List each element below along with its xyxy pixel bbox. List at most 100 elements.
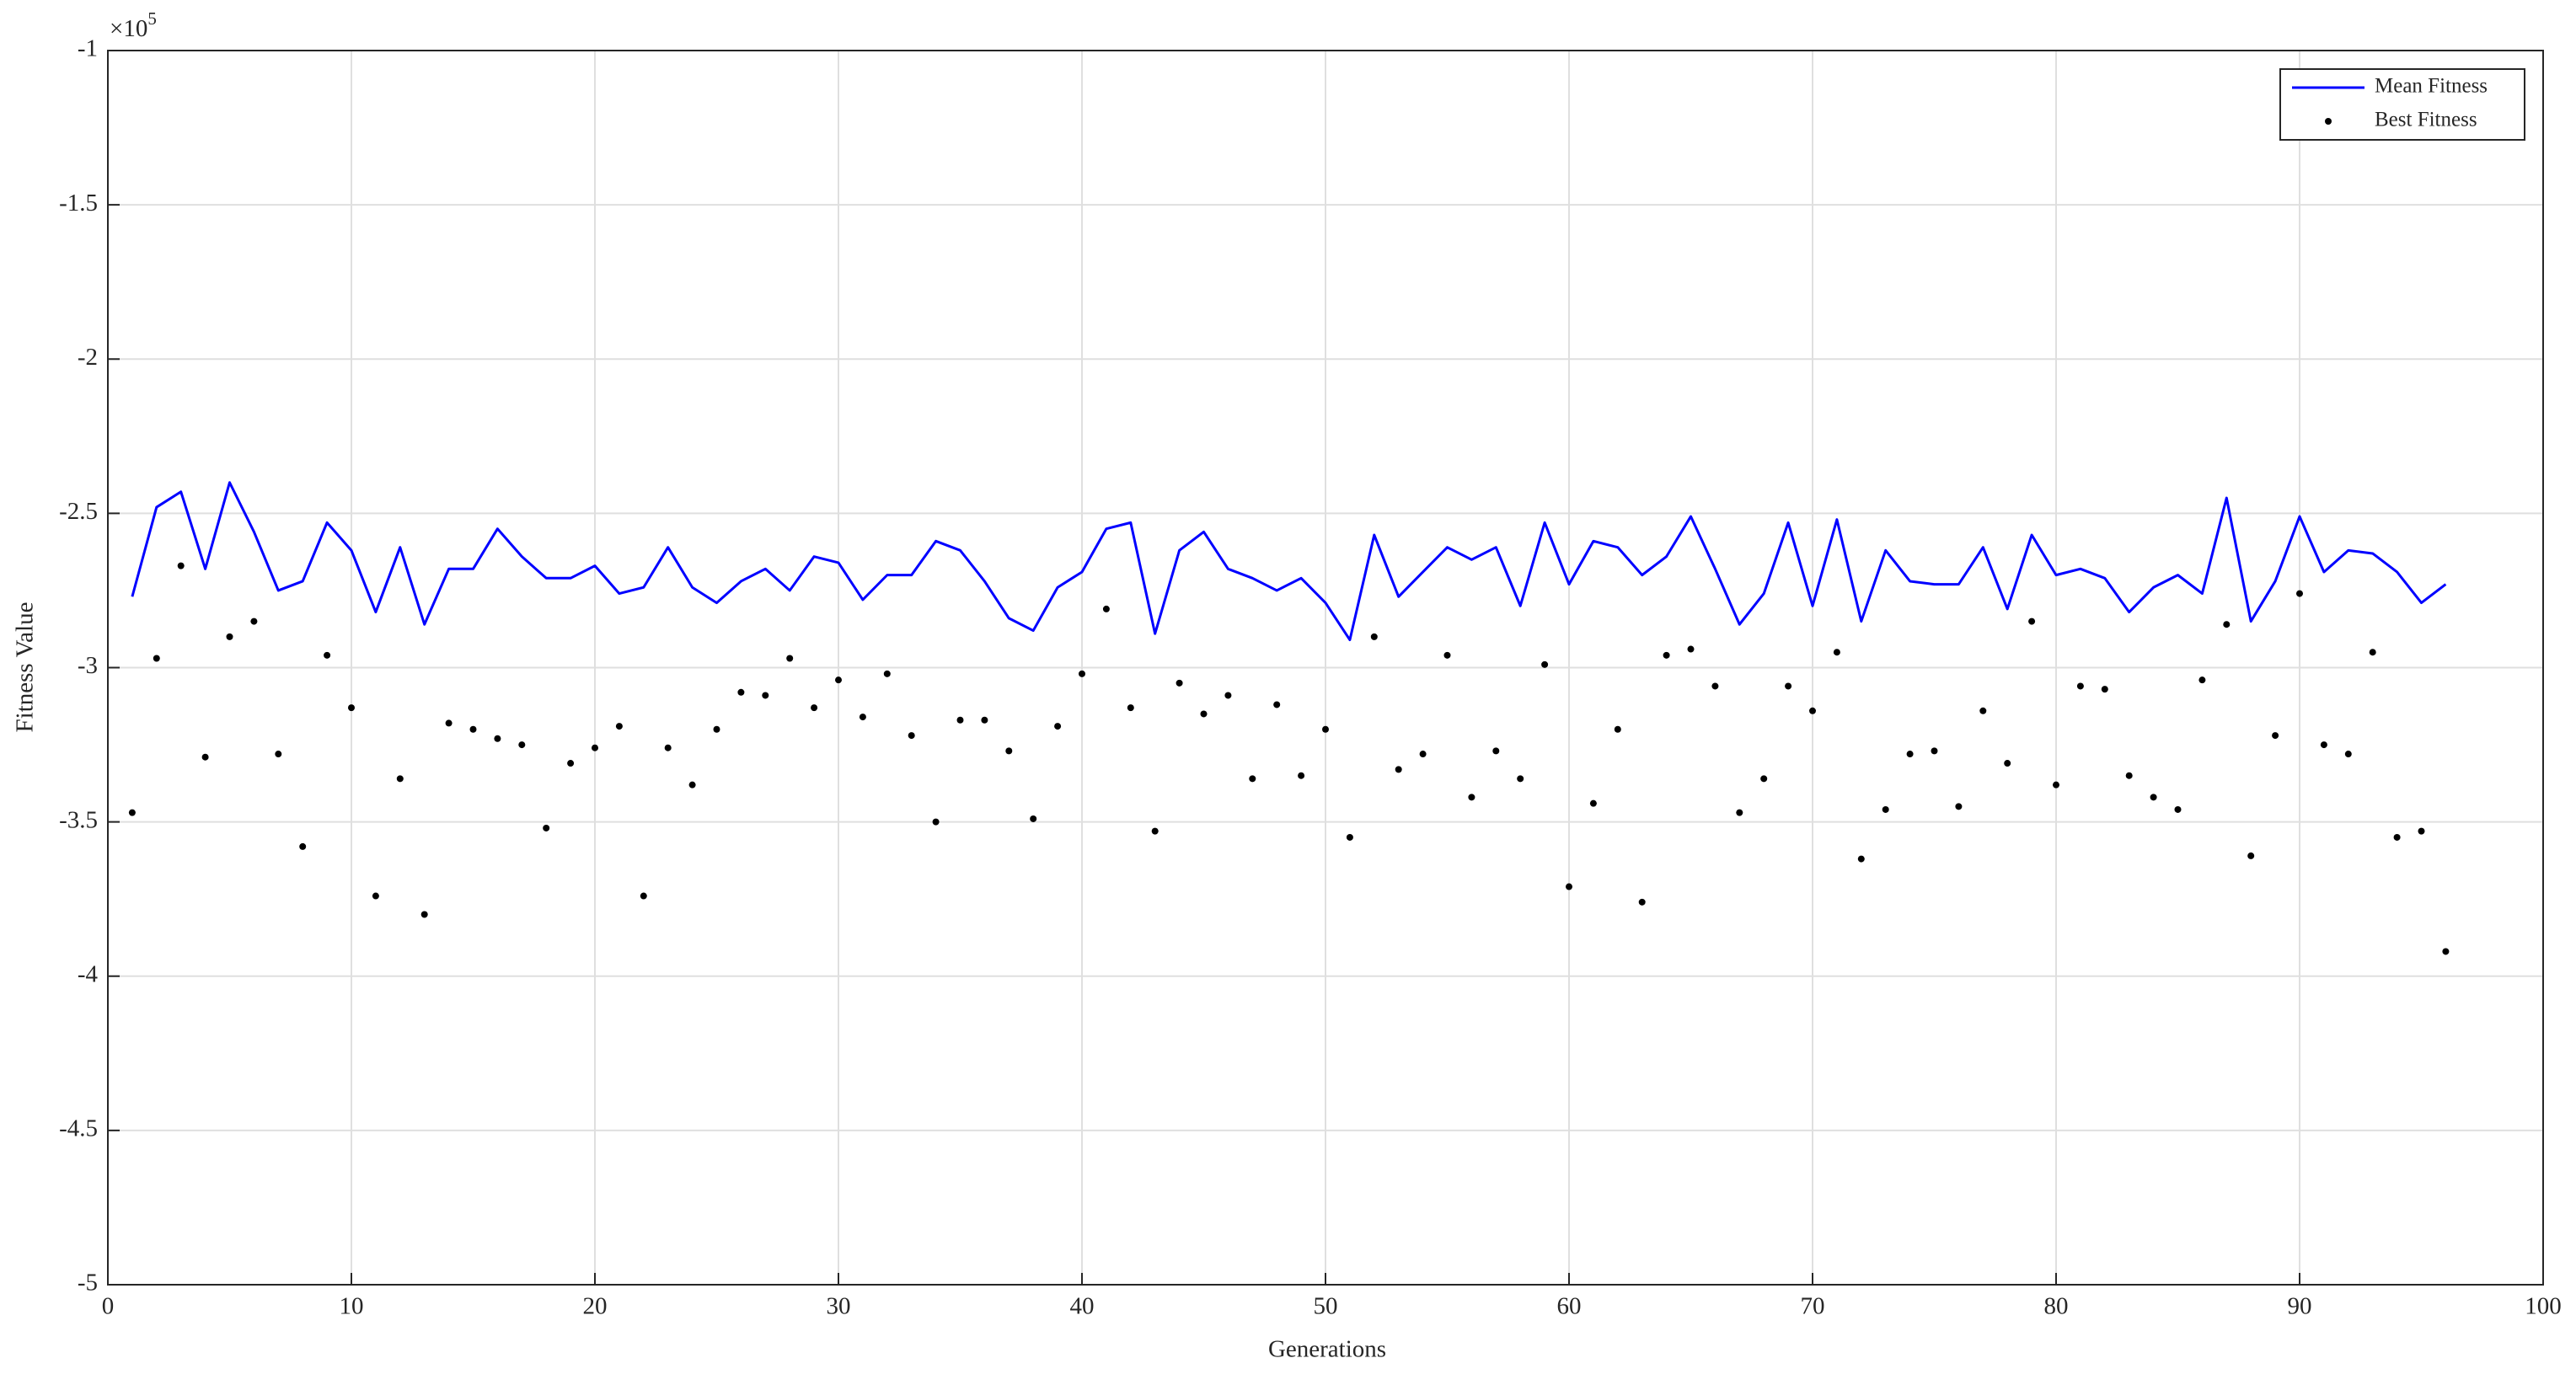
y-tick-label: -2.5 <box>59 498 98 525</box>
best-point <box>592 744 598 751</box>
best-point <box>1736 809 1743 816</box>
best-point <box>2272 732 2279 740</box>
y-tick-label: -1.5 <box>59 190 98 217</box>
x-tick-label: 90 <box>2288 1293 2312 1320</box>
best-point <box>324 651 331 659</box>
best-point <box>1176 679 1183 687</box>
x-tick-label: 10 <box>340 1293 364 1320</box>
best-point <box>396 775 404 783</box>
best-point <box>664 744 672 751</box>
best-point <box>2320 741 2327 749</box>
best-point <box>908 732 915 740</box>
best-point <box>932 818 940 826</box>
best-point <box>348 704 355 712</box>
best-point <box>1687 645 1695 653</box>
y-tick-label: -3.5 <box>59 806 98 833</box>
best-point <box>567 760 575 767</box>
best-point <box>1224 692 1232 699</box>
x-tick-label: 100 <box>2525 1293 2562 1320</box>
best-point <box>2442 948 2450 955</box>
y-tick-label: -4 <box>78 960 99 987</box>
best-point <box>2053 781 2059 789</box>
legend-marker <box>2325 118 2332 125</box>
best-point <box>1541 660 1549 668</box>
best-point <box>299 842 307 850</box>
best-point <box>445 719 453 727</box>
best-point <box>1346 833 1353 841</box>
best-point <box>1955 803 1963 810</box>
best-point <box>2101 686 2108 693</box>
best-point <box>201 753 209 761</box>
y-exponent: ×105 <box>110 8 157 42</box>
best-point <box>1419 751 1427 758</box>
exponent-power: 5 <box>147 8 157 29</box>
best-point <box>1151 827 1159 835</box>
best-point <box>1005 747 1013 755</box>
best-point <box>2076 682 2084 690</box>
best-point <box>713 725 720 733</box>
best-point <box>543 824 550 831</box>
best-point <box>1054 723 1062 730</box>
x-axis-label: Generations <box>1268 1336 1386 1363</box>
best-point <box>1030 815 1037 822</box>
best-point <box>2393 833 2401 841</box>
best-point <box>688 781 696 789</box>
best-point <box>420 911 428 918</box>
best-point <box>811 704 818 712</box>
best-point <box>226 633 233 640</box>
best-point <box>956 716 964 724</box>
best-point <box>2296 590 2303 597</box>
best-point <box>1298 772 1305 779</box>
x-tick-label: 50 <box>1314 1293 1338 1320</box>
best-point <box>2004 760 2011 767</box>
best-point <box>883 670 891 677</box>
y-tick-label: -3 <box>78 652 98 679</box>
best-point <box>1638 898 1646 906</box>
best-point <box>859 714 866 721</box>
best-point <box>1663 651 1670 659</box>
best-point <box>786 655 794 662</box>
best-point <box>275 751 282 758</box>
x-tick-label: 60 <box>1557 1293 1582 1320</box>
y-tick-label: -5 <box>78 1270 98 1296</box>
best-point <box>1882 805 1889 813</box>
best-point <box>640 892 647 900</box>
best-point <box>1785 682 1792 690</box>
legend-label: Mean Fitness <box>2375 75 2488 98</box>
best-point <box>494 735 501 742</box>
best-point <box>2247 852 2255 859</box>
best-point <box>1979 707 1987 714</box>
best-point <box>1079 670 1085 677</box>
y-tick-label: -2 <box>78 344 98 371</box>
x-tick-label: 0 <box>102 1293 115 1320</box>
best-point <box>762 692 769 699</box>
best-point <box>615 723 623 730</box>
best-point <box>1833 649 1840 656</box>
best-point <box>1322 725 1329 733</box>
x-tick-label: 70 <box>1801 1293 1825 1320</box>
best-point <box>737 688 745 696</box>
best-point <box>1492 747 1500 755</box>
best-point <box>1102 605 1110 612</box>
y-axis-label: Fitness Value <box>12 602 39 733</box>
best-point <box>2028 617 2036 625</box>
best-point <box>1127 704 1134 712</box>
best-point <box>2369 649 2376 656</box>
best-point <box>1566 883 1572 890</box>
best-point <box>835 676 842 684</box>
best-point <box>981 716 988 724</box>
best-point <box>1370 633 1378 640</box>
best-point <box>1249 775 1256 783</box>
best-point <box>469 725 477 733</box>
best-point <box>1443 651 1451 659</box>
y-tick-label: -4.5 <box>59 1115 98 1142</box>
best-point <box>2198 676 2206 684</box>
best-point <box>128 809 136 816</box>
exponent-base: ×10 <box>110 15 147 42</box>
best-point <box>1589 799 1597 807</box>
best-point <box>1711 682 1719 690</box>
best-point <box>1906 751 1914 758</box>
best-point <box>1273 701 1281 708</box>
